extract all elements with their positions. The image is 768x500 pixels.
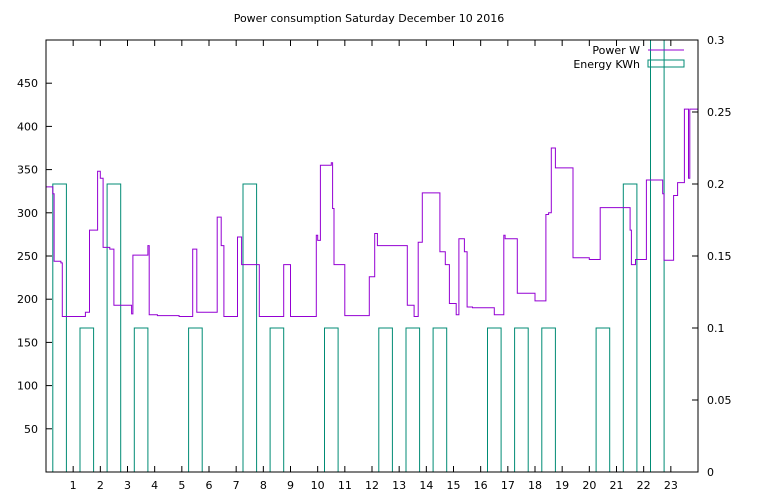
x-tick-label: 3: [124, 479, 131, 492]
x-tick-label: 10: [311, 479, 325, 492]
x-tick-label: 18: [528, 479, 542, 492]
y-tick-label: 100: [17, 380, 38, 393]
x-tick-label: 15: [447, 479, 461, 492]
y-axis-right: 0 0.05 0.1 0.15 0.2 0.25 0.3: [692, 34, 732, 479]
x-tick-label: 19: [555, 479, 569, 492]
energy-bar: [79, 327, 95, 473]
x-tick-label: 16: [474, 479, 488, 492]
energy-bar: [432, 327, 448, 473]
y-tick-label: 250: [17, 250, 38, 263]
legend: Power W Energy KWh: [573, 44, 685, 71]
x-tick-label: 12: [365, 479, 379, 492]
x-tick-label: 22: [637, 479, 651, 492]
x-tick-label: 11: [338, 479, 352, 492]
y2-tick-label: 0.1: [707, 322, 725, 335]
x-tick-label: 1: [70, 479, 77, 492]
x-tick-label: 9: [287, 479, 294, 492]
chart-title: Power consumption Saturday December 10 2…: [234, 12, 505, 25]
y2-tick-label: 0.15: [707, 250, 732, 263]
x-tick-label: 7: [233, 479, 240, 492]
x-tick-label: 13: [392, 479, 406, 492]
x-tick-label: 5: [178, 479, 185, 492]
x-tick-label: 21: [610, 479, 624, 492]
energy-bar: [269, 327, 285, 473]
x-tick-label: 6: [206, 479, 213, 492]
energy-bar: [378, 327, 393, 473]
legend-label-energy: Energy KWh: [573, 58, 640, 71]
y-tick-label: 400: [17, 120, 38, 133]
y2-tick-label: 0.3: [707, 34, 725, 47]
x-tick-label: 23: [664, 479, 678, 492]
energy-bar: [650, 39, 665, 473]
energy-bar: [541, 327, 556, 473]
energy-bar: [324, 327, 339, 473]
y-tick-label: 200: [17, 293, 38, 306]
y-tick-label: 50: [24, 423, 38, 436]
legend-swatch-energy: [647, 59, 685, 68]
y2-tick-label: 0.05: [707, 394, 732, 407]
power-line: [46, 108, 698, 317]
y-tick-label: 300: [17, 207, 38, 220]
power-series: [46, 108, 698, 317]
energy-bar: [188, 327, 203, 473]
energy-bar: [487, 327, 502, 473]
energy-bar: [242, 183, 258, 473]
energy-bar: [133, 327, 149, 473]
y2-tick-label: 0: [707, 466, 714, 479]
x-tick-label: 4: [151, 479, 158, 492]
y-tick-label: 350: [17, 164, 38, 177]
x-tick-label: 20: [582, 479, 596, 492]
energy-bar: [514, 327, 529, 473]
y2-tick-label: 0.2: [707, 178, 725, 191]
y-axis-left: 50 100 150 200 250 300 350 400 450: [17, 77, 52, 436]
x-axis: 1 2 3 4 5 6 7 8 9 10 11 12 13 14 15 16 17 18 19 20 21 22 23: [70, 40, 678, 492]
y2-tick-label: 0.25: [707, 106, 732, 119]
energy-bar: [106, 183, 122, 473]
x-tick-label: 2: [97, 479, 104, 492]
x-tick-label: 17: [501, 479, 515, 492]
x-tick-label: 14: [419, 479, 433, 492]
x-tick-label: 8: [260, 479, 267, 492]
energy-bar: [405, 327, 421, 473]
energy-bar: [595, 327, 611, 473]
legend-label-power: Power W: [592, 44, 640, 57]
energy-bar: [52, 183, 67, 473]
energy-series: [52, 39, 665, 473]
y-tick-label: 450: [17, 77, 38, 90]
y-tick-label: 150: [17, 336, 38, 349]
